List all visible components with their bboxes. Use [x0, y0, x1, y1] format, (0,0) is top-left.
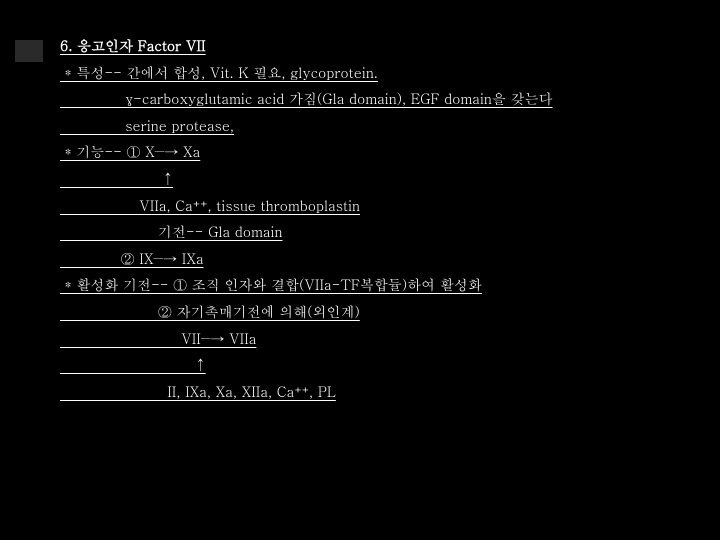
body-line-9: * 활성화 기전-- ① 조직 인자와 결합(VIIa-TF복합듈)하여 활성화 — [60, 271, 700, 298]
body-line-1: * 특성-- 간에서 합성, Vit. K 필요, glycoprotein. — [60, 59, 700, 86]
body-line-8: ② IX―→ IXa — [60, 245, 700, 272]
side-accent-bar — [15, 40, 43, 62]
slide-content: 6. 응고인자 Factor VII * 특성-- 간에서 합성, Vit. K… — [60, 32, 700, 404]
body-line-10: ② 자기촉매기전에 의해(외인계) — [60, 298, 700, 325]
body-line-6: VIIa, Ca⁺⁺, tissue thromboplastin — [60, 192, 700, 219]
body-line-13: II, IXa, Xa, XIIa, Ca⁺⁺, PL — [60, 378, 700, 405]
body-line-3: serine protease, — [60, 112, 700, 139]
body-line-5: ↑ — [60, 165, 700, 192]
body-line-12: ↑ — [60, 351, 700, 378]
body-line-4: * 기능-- ① X―→ Xa — [60, 138, 700, 165]
body-line-7: 기전-- Gla domain — [60, 218, 700, 245]
slide: 6. 응고인자 Factor VII * 특성-- 간에서 합성, Vit. K… — [0, 0, 720, 540]
body-line-2: γ-carboxyglutamic acid 가짐(Gla domain), E… — [60, 85, 700, 112]
body-line-11: VII―→ VIIa — [60, 325, 700, 352]
title: 6. 응고인자 Factor VII — [60, 32, 700, 59]
